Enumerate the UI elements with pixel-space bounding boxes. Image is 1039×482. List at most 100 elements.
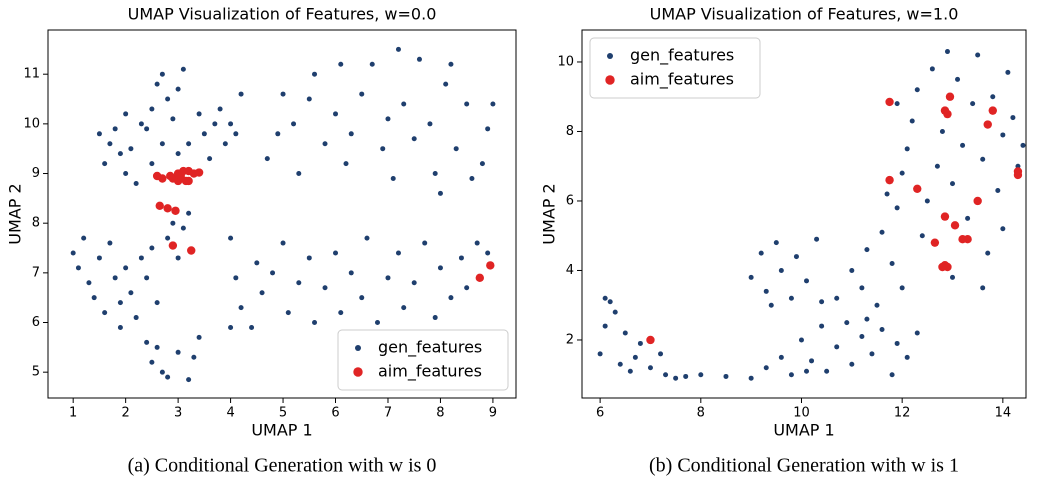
point (249, 324, 255, 330)
point (983, 120, 992, 129)
point (763, 365, 769, 371)
point (222, 141, 228, 147)
point (102, 310, 108, 316)
legend-marker (355, 345, 361, 351)
point (778, 354, 784, 360)
point (914, 330, 920, 336)
point (809, 358, 815, 364)
point (117, 300, 123, 306)
point (96, 255, 102, 261)
point (485, 250, 491, 256)
y-tick-label: 10 (557, 54, 574, 69)
point (70, 250, 76, 256)
point (359, 295, 365, 301)
point (154, 81, 160, 87)
x-tick-label: 9 (489, 406, 497, 421)
point (270, 270, 276, 276)
point (75, 265, 81, 271)
point (894, 101, 900, 107)
point (1010, 115, 1016, 121)
point (291, 121, 297, 127)
point (369, 61, 375, 67)
point (943, 109, 952, 119)
point (348, 270, 354, 276)
x-tick-label: 5 (279, 406, 287, 421)
point (617, 361, 623, 367)
y-tick-label: 6 (32, 315, 40, 330)
point (793, 254, 799, 260)
point (165, 96, 171, 102)
point (485, 126, 491, 132)
x-tick-label: 14 (995, 406, 1012, 421)
point (175, 255, 181, 261)
x-axis-label: UMAP 1 (773, 421, 834, 440)
point (186, 210, 192, 216)
point (944, 49, 950, 55)
y-tick-label: 8 (566, 124, 574, 139)
point (929, 66, 935, 72)
point (475, 273, 484, 283)
caption: (b) Conditional Generation with w is 1 (649, 455, 959, 477)
point (159, 141, 165, 147)
point (486, 261, 495, 270)
x-tick-label: 10 (793, 406, 810, 421)
point (175, 86, 181, 92)
point (233, 275, 239, 281)
point (401, 101, 407, 107)
point (965, 215, 971, 221)
point (1000, 132, 1006, 138)
point (168, 241, 178, 250)
point (322, 141, 328, 147)
point (885, 97, 894, 107)
point (647, 365, 653, 371)
legend-marker (605, 75, 615, 85)
point (385, 275, 391, 281)
point (458, 255, 464, 261)
y-tick-label: 9 (32, 166, 40, 181)
point (416, 56, 422, 62)
legend-marker (353, 367, 363, 377)
y-tick-label: 10 (23, 116, 40, 131)
point (869, 351, 875, 357)
point (144, 275, 150, 281)
point (154, 300, 160, 306)
point (930, 238, 940, 247)
point (264, 156, 270, 162)
point (138, 255, 144, 261)
point (343, 161, 349, 167)
point (123, 111, 129, 117)
point (254, 260, 260, 266)
point (285, 310, 291, 316)
point (844, 320, 850, 326)
point (86, 280, 92, 286)
y-tick-label: 8 (32, 216, 40, 231)
point (919, 233, 925, 239)
x-tick-label: 6 (331, 406, 339, 421)
point (159, 369, 165, 375)
plot-frame (581, 29, 1027, 399)
point (945, 92, 955, 101)
point (819, 323, 825, 329)
point (469, 175, 475, 181)
point (312, 71, 318, 77)
legend-box (337, 329, 509, 391)
point (479, 161, 485, 167)
point (212, 121, 218, 127)
point (427, 121, 433, 127)
point (228, 121, 234, 127)
point (296, 280, 302, 286)
point (894, 340, 900, 346)
point (773, 240, 779, 246)
point (1013, 167, 1023, 176)
point (180, 225, 186, 231)
point (824, 368, 830, 374)
point (166, 171, 175, 181)
point (864, 316, 870, 322)
point (96, 131, 102, 137)
x-tick-label: 12 (894, 406, 911, 421)
point (768, 302, 774, 308)
point (627, 368, 633, 374)
point (980, 156, 986, 162)
x-axis-label: UMAP 1 (251, 421, 312, 440)
point (758, 250, 764, 256)
